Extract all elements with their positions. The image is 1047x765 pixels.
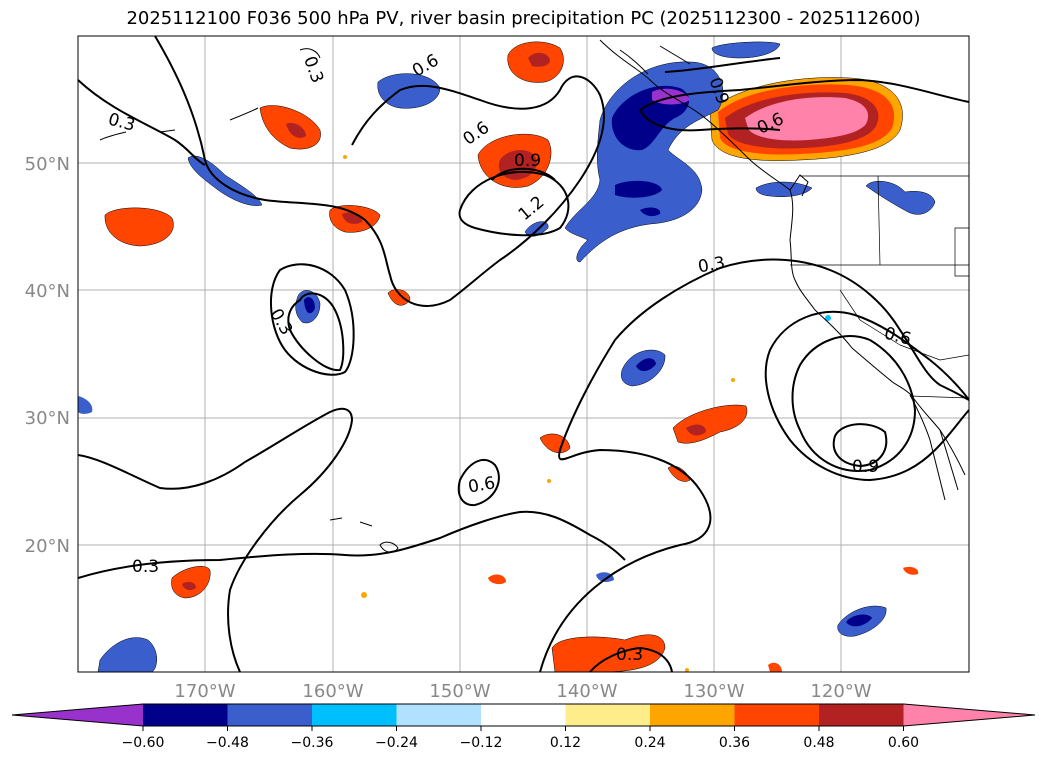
colorbar-extend-min [12, 704, 143, 726]
contour-label: 0.6 [882, 323, 913, 349]
colorbar-tick-label: −0.12 [460, 735, 503, 751]
lon-label: 140°W [556, 681, 617, 702]
colorbar-segment [143, 704, 228, 726]
lat-label: 20°N [25, 536, 70, 557]
contour-label: 0.3 [106, 109, 137, 135]
colorbar-tick-label: 0.12 [550, 735, 581, 751]
contour-label: 0.6 [467, 473, 497, 497]
colorbar-tick-label: −0.60 [122, 735, 165, 751]
map-frame [77, 35, 970, 673]
borders [790, 175, 969, 399]
lon-label: 160°W [302, 681, 363, 702]
colorbar: −0.60 −0.48 −0.36 −0.24 −0.12 0.12 0.24 0.36 0.4… [11, 703, 1036, 751]
map-area [78, 36, 969, 672]
colorbar-segment [227, 704, 313, 726]
map-title: 2025112100 F036 500 hPa PV, river basin … [126, 8, 921, 29]
colorbar-tick-label: 0.36 [719, 735, 750, 751]
lat-label: 40°N [25, 281, 70, 302]
latitude-labels: 50°N 40°N 30°N 20°N [25, 154, 70, 557]
colorbar-segment [734, 704, 820, 726]
colorbar-segment [819, 704, 904, 726]
pv-contours [78, 36, 969, 672]
colorbar-tick-label: 0.24 [634, 735, 665, 751]
colorbar-segment [565, 704, 651, 726]
colorbar-segment [312, 704, 397, 726]
contour-label: 0.9 [514, 151, 541, 171]
positive-precip-blobs [104, 41, 919, 672]
gridlines [78, 36, 969, 672]
colorbar-segment [396, 704, 482, 726]
contour-label: 0.9 [852, 457, 879, 477]
colorbar-tick-label: −0.48 [206, 735, 249, 751]
contour-label: 0.3 [616, 645, 643, 665]
lon-label: 150°W [429, 681, 490, 702]
longitude-labels: 170°W 160°W 150°W 140°W 130°W 120°W [174, 681, 871, 702]
contour-label: 0.3 [299, 54, 327, 86]
colorbar-segment [481, 704, 566, 726]
contour-label: 0.3 [132, 557, 159, 577]
colorbar-tick-label: −0.36 [291, 735, 334, 751]
contour-label: 0.3 [696, 253, 726, 277]
colorbar-tick-label: −0.24 [375, 735, 418, 751]
contour-label: 1.2 [515, 192, 549, 225]
colorbar-extend-max [903, 704, 1035, 726]
colorbar-segment [650, 704, 735, 726]
lat-label: 30°N [25, 408, 70, 429]
lon-label: 120°W [810, 681, 871, 702]
colorbar-tick-label: 0.48 [803, 735, 834, 751]
lat-label: 50°N [25, 154, 70, 175]
lon-label: 130°W [683, 681, 744, 702]
lon-label: 170°W [174, 681, 235, 702]
colorbar-tick-label: 0.60 [888, 735, 919, 751]
